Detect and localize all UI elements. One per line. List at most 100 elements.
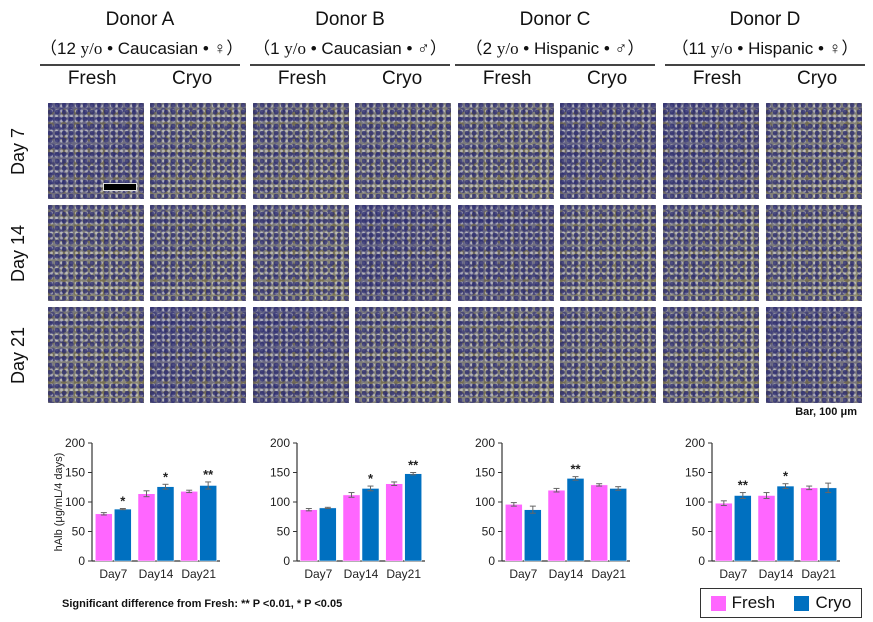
y-tick-label: 100	[475, 495, 495, 509]
condition-label-fresh: Fresh	[67, 68, 117, 89]
y-tick-label: 50	[482, 525, 496, 539]
y-axis-label: hAlb (μg/mL/4 days)	[53, 453, 65, 552]
row-label: Day 21	[8, 326, 28, 384]
chart-svg: 0 50 100 150 200 Day7 * Day14 ** Day21	[270, 436, 425, 581]
micrograph-image	[150, 103, 246, 199]
donor-divider	[665, 64, 865, 66]
bar-cryo	[156, 486, 175, 562]
bar-cryo	[524, 509, 542, 562]
condition-label-cryo: Cryo	[587, 68, 628, 89]
bar-chart: 0 50 100 150 200 ** Day7 * Day14 Day21	[670, 428, 860, 581]
donor-header: Donor D （11 y/o • Hispanic • ♀） Fresh Cr…	[665, 8, 865, 90]
donor-divider	[250, 64, 450, 66]
scale-bar	[103, 183, 137, 191]
micrograph-image	[663, 205, 759, 301]
micrograph-image	[663, 103, 759, 199]
x-tick-label: Day14	[139, 567, 174, 581]
donor-divider	[40, 64, 240, 66]
x-tick-label: Day21	[591, 567, 626, 581]
y-tick-label: 200	[65, 436, 85, 450]
y-tick-label: 200	[270, 436, 290, 450]
donor-info: （12 y/o • Caucasian • ♀）	[40, 38, 244, 60]
bar-chart: 0 50 100 150 200 hAlb (μg/mL/4 days) * Day7 * Day…	[50, 428, 240, 581]
significance-marker: *	[783, 469, 789, 484]
bar-cryo	[404, 473, 422, 562]
y-tick-label: 200	[685, 436, 705, 450]
row-label: Day 14	[8, 224, 28, 282]
micrograph-image	[150, 307, 246, 403]
condition-label-fresh: Fresh	[482, 68, 532, 89]
years-old-unit: y/o	[710, 39, 733, 58]
bar-chart: 0 50 100 150 200 Day7 * Day14 ** Day21	[255, 428, 445, 581]
micrograph-image	[766, 103, 862, 199]
micrograph-image	[663, 307, 759, 403]
micrograph-image	[458, 307, 554, 403]
significance-marker: **	[570, 462, 581, 477]
y-tick-label: 100	[685, 495, 705, 509]
donor-demographics: • Caucasian • ♀）	[102, 39, 244, 58]
micrograph-image	[355, 307, 451, 403]
legend-swatch-fresh	[710, 595, 726, 611]
micrograph-image	[48, 103, 144, 199]
y-tick-label: 150	[270, 466, 290, 480]
legend: Fresh Cryo	[700, 588, 862, 618]
y-tick-label: 100	[270, 495, 290, 509]
donor-info: （11 y/o • Hispanic • ♀）	[665, 38, 865, 60]
donor-demographics: • Hispanic • ♂）	[518, 39, 645, 58]
donor-header: Donor B （1 y/o • Caucasian • ♂） Fresh Cr…	[250, 8, 450, 90]
bar-cryo	[114, 508, 132, 562]
condition-labels: Fresh Cryo	[665, 68, 865, 90]
donor-age: （12	[40, 39, 81, 58]
donor-header: Donor C （2 y/o • Hispanic • ♂） Fresh Cry…	[455, 8, 655, 90]
legend-item-cryo: Cryo	[794, 593, 851, 613]
donor-name: Donor C	[519, 9, 591, 30]
donor-age: （11	[671, 39, 711, 58]
bar-fresh	[385, 483, 403, 562]
significance-marker: *	[368, 471, 374, 486]
condition-labels: Fresh Cryo	[250, 68, 450, 90]
condition-labels: Fresh Cryo	[40, 68, 240, 90]
donor-header: Donor A （12 y/o • Caucasian • ♀） Fresh C…	[40, 8, 244, 90]
y-tick-label: 50	[692, 525, 706, 539]
x-tick-label: Day14	[344, 567, 379, 581]
x-tick-label: Day7	[99, 567, 127, 581]
bar-cryo	[566, 478, 585, 562]
bar-fresh	[800, 487, 818, 562]
bar-fresh	[137, 493, 156, 562]
x-tick-label: Day21	[801, 567, 836, 581]
significance-marker: **	[408, 458, 419, 473]
years-old-unit: y/o	[284, 39, 307, 58]
years-old-unit: y/o	[496, 39, 519, 58]
bar-fresh	[715, 502, 733, 562]
significance-marker: *	[120, 493, 126, 508]
condition-labels: Fresh Cryo	[455, 68, 655, 90]
bar-cryo	[319, 507, 337, 562]
x-tick-label: Day7	[719, 567, 747, 581]
chart-svg: 0 50 100 150 200 ** Day7 * Day14 Day21	[685, 436, 840, 581]
x-tick-label: Day7	[304, 567, 332, 581]
condition-label-fresh: Fresh	[692, 68, 742, 89]
micrograph-image	[560, 103, 656, 199]
legend-item-fresh: Fresh	[710, 593, 776, 613]
micrograph-image	[560, 307, 656, 403]
bar-fresh	[547, 489, 566, 562]
micrograph-image	[458, 205, 554, 301]
condition-label-cryo: Cryo	[382, 68, 423, 89]
micrograph-image	[253, 307, 349, 403]
x-tick-label: Day21	[386, 567, 421, 581]
y-tick-label: 150	[65, 466, 85, 480]
y-tick-label: 150	[475, 466, 495, 480]
micrograph-image	[150, 205, 246, 301]
donor-age: （1	[253, 39, 285, 58]
bar-fresh	[95, 513, 113, 562]
x-tick-label: Day14	[759, 567, 794, 581]
donor-name: Donor D	[729, 9, 801, 30]
legend-label-fresh: Fresh	[731, 593, 776, 612]
donor-info: （2 y/o • Hispanic • ♂）	[455, 38, 655, 60]
condition-label-cryo: Cryo	[172, 68, 213, 89]
significance-note: Significant difference from Fresh: ** P …	[62, 598, 343, 610]
donor-age: （2	[465, 39, 497, 58]
y-tick-label: 100	[65, 495, 85, 509]
condition-label-fresh: Fresh	[277, 68, 327, 89]
condition-label-cryo: Cryo	[797, 68, 838, 89]
